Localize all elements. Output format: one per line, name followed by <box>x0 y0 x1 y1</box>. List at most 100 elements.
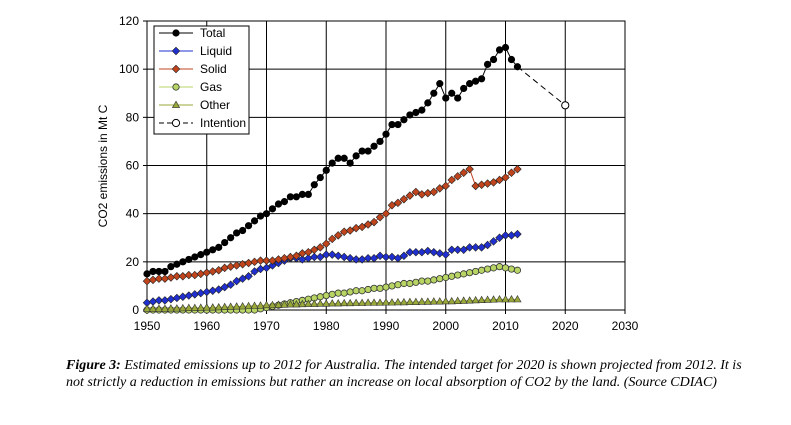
data-point-liquid <box>154 296 164 305</box>
legend-item-other: Other <box>159 98 230 112</box>
data-point-solid <box>345 226 355 235</box>
series-layer <box>142 43 570 314</box>
data-point-gas <box>358 287 366 295</box>
data-point-total <box>173 260 181 268</box>
data-point-liquid <box>495 233 504 242</box>
data-point-other <box>507 294 516 303</box>
data-point-solid <box>369 217 379 227</box>
caption-label: Figure 3: <box>66 358 121 373</box>
y-tick-label: 40 <box>126 207 140 221</box>
x-tick-label: 1990 <box>373 319 400 333</box>
series-line-intention <box>517 66 566 106</box>
data-point-other <box>387 298 397 306</box>
data-point-total <box>310 181 318 189</box>
data-point-liquid <box>423 246 433 256</box>
data-point-other <box>238 301 247 310</box>
data-point-liquid <box>226 280 235 289</box>
data-point-total <box>191 253 199 261</box>
data-point-total <box>448 89 456 97</box>
data-point-other <box>357 298 367 306</box>
series-intention <box>517 66 570 110</box>
data-point-gas <box>340 289 348 297</box>
data-point-liquid <box>328 250 337 259</box>
data-point-total <box>424 99 432 107</box>
data-point-total <box>406 111 414 119</box>
data-point-other <box>166 304 176 312</box>
data-point-other <box>489 295 498 303</box>
x-tick-label: 2000 <box>432 319 459 333</box>
data-point-total <box>352 152 360 160</box>
data-point-liquid <box>333 251 343 261</box>
data-point-other <box>328 299 337 307</box>
data-point-solid <box>501 173 510 182</box>
data-point-solid <box>363 220 373 229</box>
data-point-other <box>405 297 415 305</box>
data-point-other <box>417 297 426 305</box>
data-point-liquid <box>411 247 421 257</box>
data-point-solid <box>399 194 409 204</box>
data-point-solid <box>184 270 194 280</box>
data-point-gas <box>364 285 372 294</box>
data-point-total <box>489 55 498 64</box>
data-point-other <box>160 304 170 312</box>
data-point-solid <box>304 247 313 257</box>
data-point-gas <box>406 279 414 288</box>
legend-label: Total <box>200 26 225 40</box>
data-point-liquid <box>220 282 229 292</box>
data-point-other <box>393 297 403 306</box>
legend-label: Intention <box>200 116 246 130</box>
y-tick-label: 80 <box>126 110 140 124</box>
data-point-solid <box>513 164 522 174</box>
data-point-total <box>161 267 169 276</box>
data-point-liquid <box>316 252 325 262</box>
data-point-total <box>167 263 175 271</box>
data-point-gas <box>346 288 354 296</box>
data-point-total <box>322 166 330 174</box>
data-point-other <box>202 303 211 311</box>
data-point-solid <box>405 191 415 200</box>
data-point-liquid <box>489 237 498 246</box>
data-point-liquid <box>375 251 385 261</box>
data-point-total <box>495 46 504 54</box>
data-point-total <box>418 106 426 114</box>
y-tick-label: 0 <box>132 303 139 317</box>
data-point-solid <box>441 181 450 191</box>
data-point-total <box>286 193 294 201</box>
data-point-other <box>292 300 301 308</box>
data-point-intention <box>561 101 570 110</box>
data-point-solid <box>411 187 421 197</box>
x-tick-label: 1960 <box>193 319 220 333</box>
data-point-gas <box>466 269 474 277</box>
data-point-gas <box>513 266 522 274</box>
data-point-gas <box>322 291 330 300</box>
data-point-gas <box>370 284 378 292</box>
data-point-other <box>244 301 253 310</box>
data-point-gas <box>418 277 426 285</box>
data-point-solid <box>262 256 271 265</box>
data-point-solid <box>256 256 265 265</box>
data-point-liquid <box>351 255 361 264</box>
legend-item-liquid: Liquid <box>159 44 232 58</box>
x-tick-label: 2030 <box>612 319 639 333</box>
data-point-other <box>232 302 241 310</box>
data-point-liquid <box>459 245 468 255</box>
data-point-other <box>477 295 486 304</box>
data-point-liquid <box>322 250 331 259</box>
data-point-other <box>465 296 474 304</box>
data-point-solid <box>310 245 319 255</box>
data-point-other <box>334 299 343 307</box>
data-point-liquid <box>513 229 522 239</box>
data-point-liquid <box>238 274 247 283</box>
data-point-other <box>208 303 217 311</box>
data-point-total <box>334 154 342 162</box>
legend-marker-gas <box>172 83 180 91</box>
legend-marker-solid <box>171 64 181 74</box>
data-point-liquid <box>232 276 241 286</box>
data-point-liquid <box>471 243 480 252</box>
data-point-gas <box>501 264 510 272</box>
caption-text: Estimated emissions up to 2012 for Austr… <box>66 358 742 390</box>
data-point-total <box>400 116 408 124</box>
x-tick-label: 1950 <box>134 319 161 333</box>
data-point-total <box>203 248 211 256</box>
data-point-other <box>310 299 319 307</box>
